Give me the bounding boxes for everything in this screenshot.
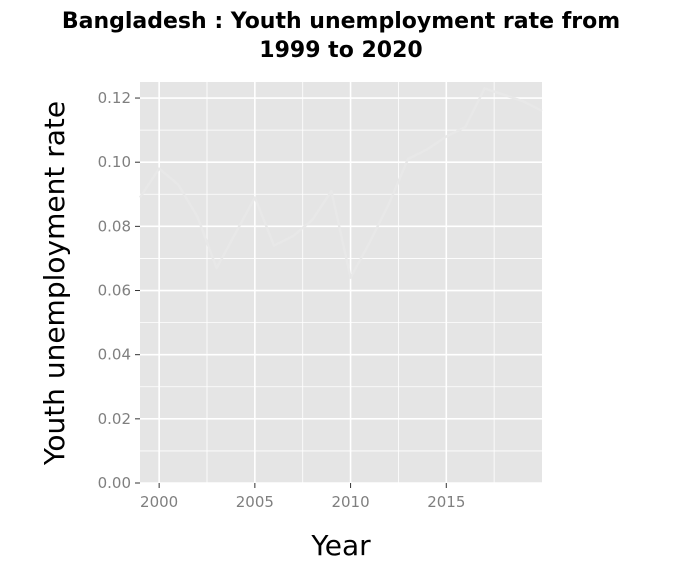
y-axis-label: Youth unemployment rate	[38, 101, 71, 466]
y-tick-label: 0.06	[98, 282, 131, 300]
y-tick-label: 0.02	[98, 410, 131, 428]
x-tick-label: 2010	[331, 493, 369, 511]
chart-title-line1: Bangladesh : Youth unemployment rate fro…	[62, 9, 620, 34]
x-tick-label: 2005	[236, 493, 274, 511]
x-axis-label: Year	[310, 529, 371, 562]
y-tick-label: 0.00	[98, 474, 131, 492]
y-axis: 0.00 0.02 0.04 0.06 0.08 0.10 0.12	[98, 89, 140, 492]
y-tick-label: 0.04	[98, 346, 131, 364]
y-tick-label: 0.12	[98, 89, 131, 107]
series-group	[138, 87, 543, 279]
y-tick-label: 0.08	[98, 217, 131, 235]
chart-title-line2: 1999 to 2020	[259, 38, 422, 63]
minor-gridlines	[140, 82, 542, 483]
plot-panel	[140, 82, 542, 483]
major-gridlines	[140, 82, 542, 484]
x-tick-label: 2000	[140, 493, 178, 511]
y-tick-label: 0.10	[98, 153, 131, 171]
x-axis: 2000 2005 2010 2015	[140, 483, 465, 511]
x-tick-label: 2015	[427, 493, 465, 511]
series-line	[138, 87, 543, 279]
